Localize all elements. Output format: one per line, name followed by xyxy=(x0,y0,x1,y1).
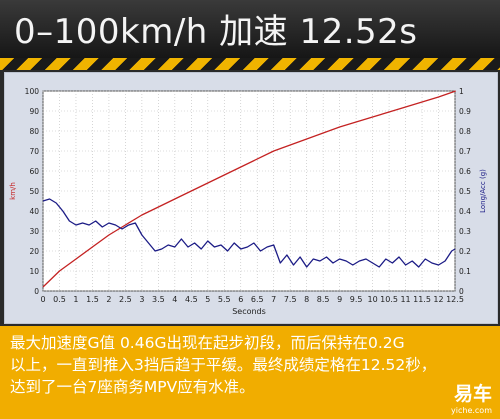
x-tick-label: 2 xyxy=(106,295,111,304)
y-tick-label-left: 30 xyxy=(29,227,39,236)
x-tick-label: 7.5 xyxy=(284,295,297,304)
x-tick-label: 10.5 xyxy=(380,295,398,304)
caption-panel: 最大加速度G值 0.46G出现在起步初段，而后保持在0.2G 以上，一直到推入3… xyxy=(0,326,500,419)
x-tick-label: 0.5 xyxy=(53,295,66,304)
acceleration-chart: 0 0.5 1 1.5 2 2.5 3 3.5 4 4.5 5 5.5 6 6.5 7 7.5 8 8.5 9 9.5… xyxy=(9,87,487,316)
hazard-stripe xyxy=(0,58,500,70)
caption-line: 最大加速度G值 0.46G出现在起步初段，而后保持在0.2G xyxy=(10,334,405,352)
y-tick-label-right: 0.8 xyxy=(459,127,471,136)
x-tick-label: 6.5 xyxy=(251,295,264,304)
x-tick-label: 8.5 xyxy=(317,295,330,304)
y-tick-label-right: 0.4 xyxy=(459,207,471,216)
x-tick-label: 8 xyxy=(304,295,309,304)
x-tick-label: 5.5 xyxy=(218,295,231,304)
y-tick-label-right: 0.1 xyxy=(459,267,471,276)
x-tick-label: 5 xyxy=(205,295,210,304)
y-axis-label-left: km/h xyxy=(9,182,17,200)
y-tick-label-right: 1 xyxy=(459,87,464,96)
y-tick-label-right: 0.7 xyxy=(459,147,471,156)
y-tick-label-left: 60 xyxy=(29,167,39,176)
x-tick-label: 11.5 xyxy=(413,295,431,304)
y-tick-label-right: 0.6 xyxy=(459,167,471,176)
plot-area xyxy=(42,90,456,292)
x-tick-label: 2.5 xyxy=(119,295,132,304)
series-line-acceleration xyxy=(42,198,456,268)
y-tick-label-left: 10 xyxy=(29,267,39,276)
y-tick-label-left: 40 xyxy=(29,207,39,216)
x-tick-label: 4.5 xyxy=(185,295,198,304)
caption-line: 达到了一台7座商务MPV应有水准。 xyxy=(10,378,255,396)
y-tick-label-right: 0 xyxy=(459,287,464,296)
x-tick-label: 1 xyxy=(73,295,78,304)
y-tick-label-right: 0.2 xyxy=(459,247,471,256)
x-tick-label: 12 xyxy=(433,295,443,304)
x-tick-label: 12.5 xyxy=(446,295,464,304)
x-tick-label: 10 xyxy=(368,295,378,304)
logo-name: 易车 xyxy=(453,383,492,405)
y-tick-label-left: 90 xyxy=(29,107,39,116)
caption-text: 最大加速度G值 0.46G出现在起步初段，而后保持在0.2G 以上，一直到推入3… xyxy=(10,332,480,398)
page-title: 0–100km/h 加速 12.52s xyxy=(14,12,418,52)
y-tick-label-right: 0.3 xyxy=(459,227,471,236)
x-tick-label: 1.5 xyxy=(86,295,99,304)
x-tick-label: 11 xyxy=(400,295,410,304)
y-tick-label-left: 50 xyxy=(29,187,39,196)
series-line-speed xyxy=(42,90,456,288)
y-tick-label-left: 0 xyxy=(34,287,39,296)
brand-logo: 易车 yiche.com xyxy=(451,379,492,415)
y-tick-label-left: 80 xyxy=(29,127,39,136)
x-tick-label: 0 xyxy=(40,295,45,304)
x-tick-label: 9.5 xyxy=(350,295,363,304)
x-tick-label: 3 xyxy=(139,295,144,304)
y-tick-label-right: 0.5 xyxy=(459,187,471,196)
logo-url: yiche.com xyxy=(451,406,492,415)
caption-line: 以上，一直到推入3挡后趋于平缓。最终成绩定格在12.52秒， xyxy=(10,356,437,374)
x-axis-label: Seconds xyxy=(232,307,266,316)
y-tick-label-left: 100 xyxy=(25,87,40,96)
y-tick-label-left: 20 xyxy=(29,247,39,256)
y-tick-label-right: 0.9 xyxy=(459,107,471,116)
x-tick-label: 9 xyxy=(337,295,342,304)
x-tick-label: 6 xyxy=(238,295,243,304)
chart-panel: 0 0.5 1 1.5 2 2.5 3 3.5 4 4.5 5 5.5 6 6.5 7 7.5 8 8.5 9 9.5… xyxy=(4,72,498,324)
x-tick-label: 4 xyxy=(172,295,177,304)
header-bar: 0–100km/h 加速 12.52s xyxy=(0,0,500,58)
y-axis-label-right: Long/Acc (g) xyxy=(479,169,487,213)
y-tick-label-left: 70 xyxy=(29,147,39,156)
x-tick-label: 3.5 xyxy=(152,295,165,304)
x-tick-label: 7 xyxy=(271,295,276,304)
